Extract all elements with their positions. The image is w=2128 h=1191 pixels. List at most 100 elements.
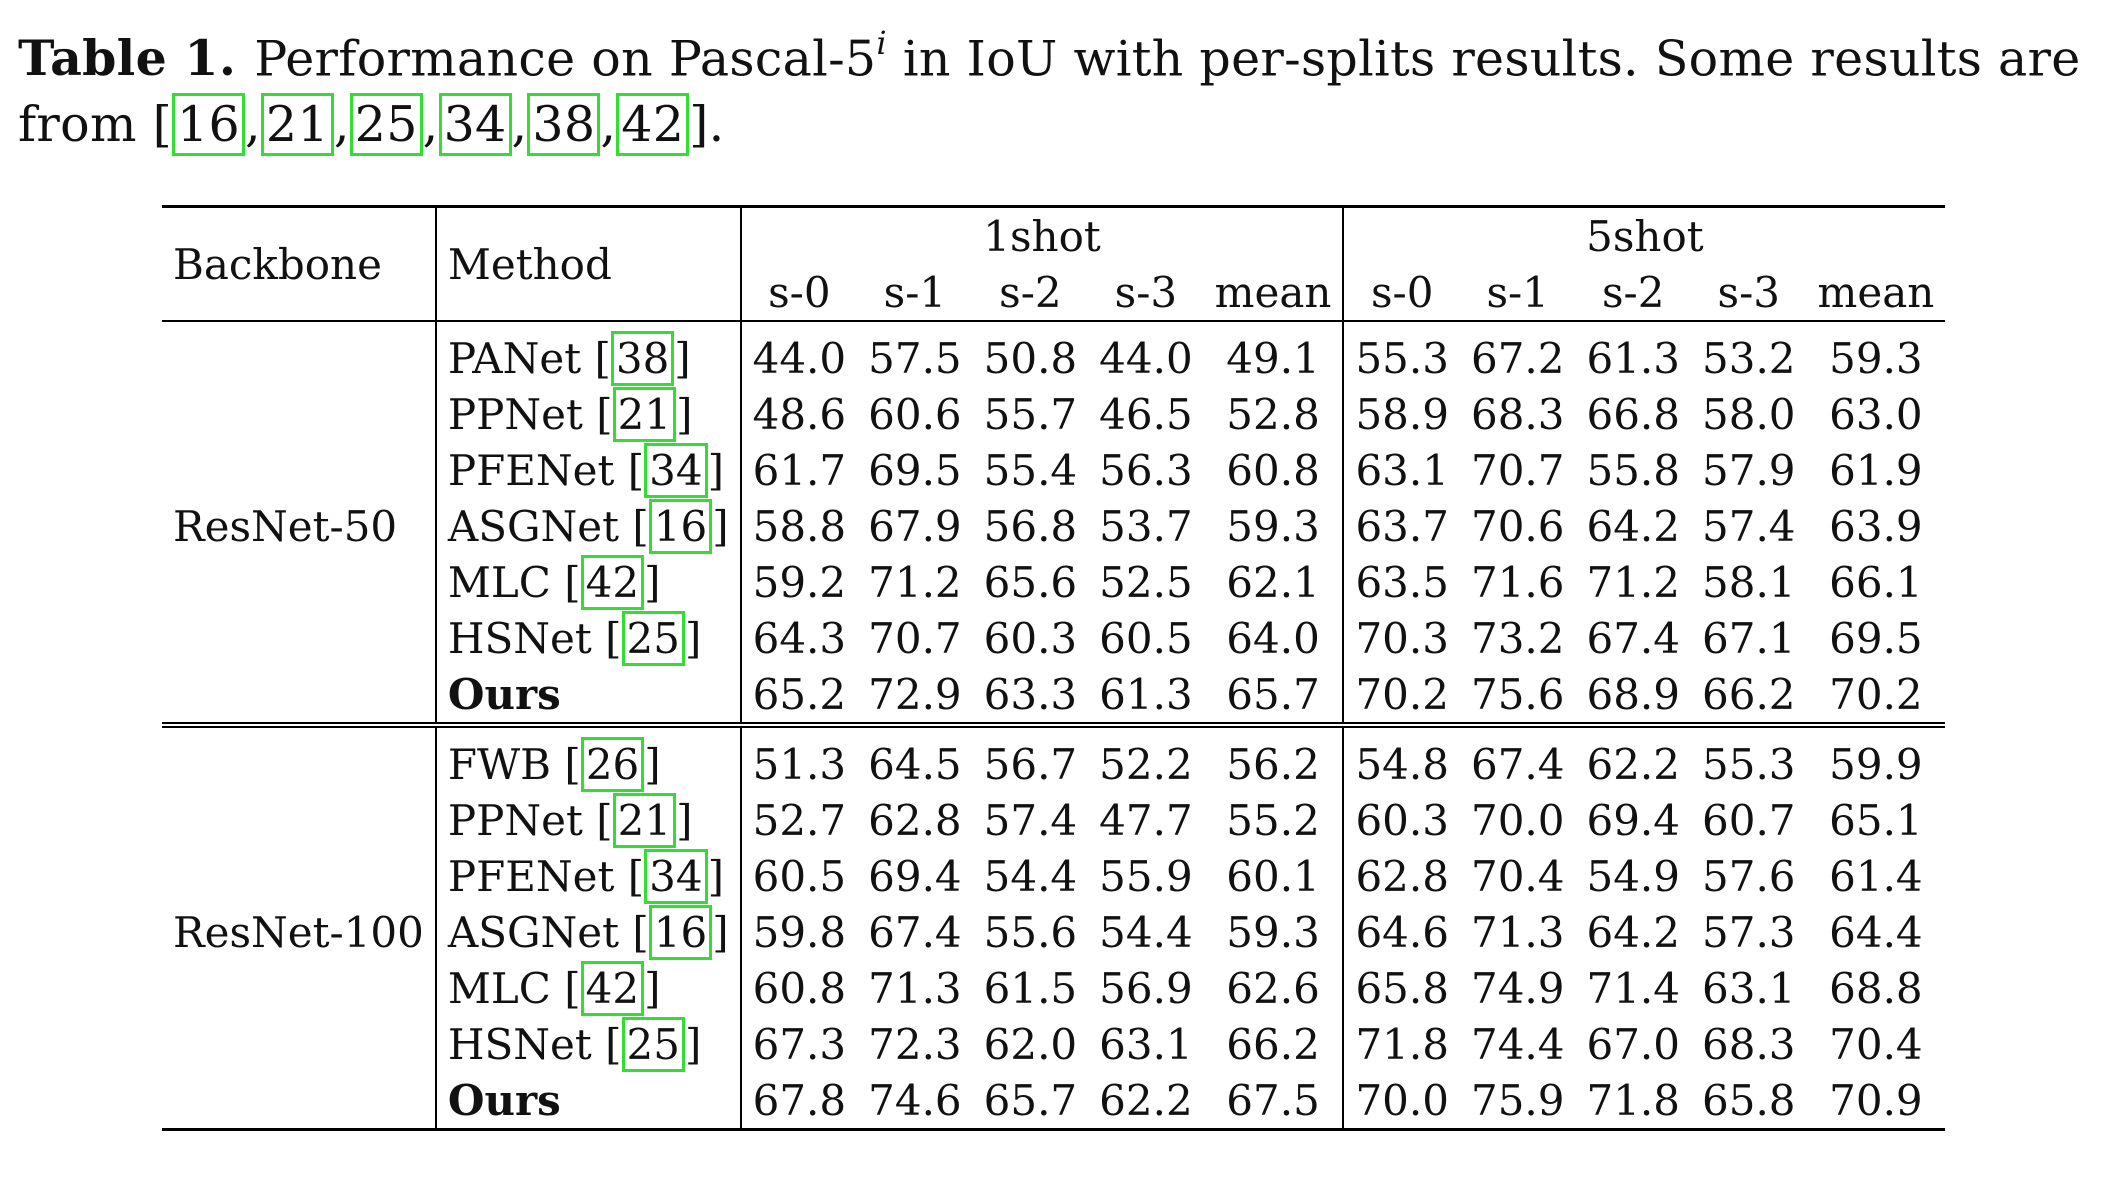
value-cell: 64.2 <box>1586 501 1680 551</box>
value-cell: 70.4 <box>1470 851 1565 901</box>
value-cell: 57.3 <box>1702 907 1796 957</box>
value-cell: 44.0 <box>752 333 847 383</box>
value-cell: 59.3 <box>1203 904 1345 960</box>
citation-link[interactable]: 38 <box>527 93 601 157</box>
header-method: Method <box>435 206 742 322</box>
value-cell: 61.3 <box>1586 333 1680 383</box>
caption-end: . <box>708 96 725 154</box>
value-cell: 67.5 <box>1203 1072 1345 1130</box>
method-cell: Ours <box>435 1072 742 1130</box>
method-cell: FWB [26] <box>435 725 742 792</box>
citation-link[interactable]: 16 <box>648 904 713 960</box>
citation-link[interactable]: 16 <box>172 93 245 157</box>
citation-link[interactable]: 34 <box>644 442 708 498</box>
table-row: Ours 67.8 74.6 65.7 62.2 67.5 70.0 75.9 71.8 65.8… <box>162 1072 1945 1130</box>
method-cell: HSNet [25] <box>435 1016 742 1072</box>
value-cell: 61.7 <box>752 445 847 495</box>
value-cell: 59.8 <box>752 907 847 957</box>
citation-link[interactable]: 42 <box>580 554 645 610</box>
value-cell: 70.4 <box>1829 1019 1923 1069</box>
value-cell: 70.0 <box>1470 795 1565 845</box>
value-cell: 65.7 <box>983 1075 1078 1125</box>
value-cell: 65.1 <box>1829 795 1923 845</box>
value-cell: 57.4 <box>983 795 1078 845</box>
value-cell: 72.3 <box>868 1019 962 1069</box>
value-cell: 59.2 <box>752 557 847 607</box>
table-caption: Table 1. Performance on Pascal-5i in IoU … <box>18 14 2108 158</box>
citation-link[interactable]: 21 <box>612 792 677 848</box>
citation-link[interactable]: 21 <box>612 386 677 442</box>
table-row: HSNet [25] 67.3 72.3 62.0 63.1 66.2 71.8 74.4 67… <box>162 1016 1945 1072</box>
citation-link[interactable]: 25 <box>621 610 685 666</box>
value-cell: 59.3 <box>1203 498 1345 554</box>
value-cell: 60.8 <box>1203 442 1345 498</box>
value-cell: 73.2 <box>1470 613 1565 663</box>
value-cell: 57.6 <box>1702 851 1796 901</box>
header-5shot: 5shot <box>1586 211 1704 261</box>
value-cell: 67.3 <box>752 1019 847 1069</box>
value-cell: 60.8 <box>752 963 847 1013</box>
value-cell: 60.1 <box>1203 848 1345 904</box>
value-cell: 60.3 <box>1355 795 1449 845</box>
value-cell: 50.8 <box>983 333 1078 383</box>
value-cell: 62.2 <box>1586 739 1680 789</box>
value-cell: 55.4 <box>983 445 1078 495</box>
value-cell: 55.2 <box>1203 792 1345 848</box>
value-cell: 70.0 <box>1355 1075 1449 1125</box>
citation-link[interactable]: 25 <box>621 1016 685 1072</box>
citation-link[interactable]: 34 <box>438 93 512 157</box>
value-cell: 74.6 <box>868 1075 962 1125</box>
value-cell: 69.4 <box>868 851 962 901</box>
value-cell: 62.8 <box>1355 851 1449 901</box>
value-cell: 70.6 <box>1470 501 1565 551</box>
citation-link[interactable]: 42 <box>580 960 645 1016</box>
value-cell: 67.2 <box>1470 333 1565 383</box>
value-cell: 56.2 <box>1203 725 1345 792</box>
value-cell: 71.4 <box>1586 963 1680 1013</box>
citation-link[interactable]: 25 <box>349 93 423 157</box>
table-row: MLC [42] 59.2 71.2 65.6 52.5 62.1 63.5 71.6 71.2… <box>162 554 1945 610</box>
value-cell: 64.3 <box>752 613 847 663</box>
value-cell: 64.2 <box>1586 907 1680 957</box>
value-cell: 69.5 <box>1829 613 1923 663</box>
value-cell: 54.9 <box>1586 851 1680 901</box>
value-cell: 67.4 <box>1470 739 1565 789</box>
value-cell: 52.8 <box>1203 386 1345 442</box>
value-cell: 63.7 <box>1355 501 1449 551</box>
method-cell: PFENet [34] <box>435 442 742 498</box>
value-cell: 71.2 <box>868 557 962 607</box>
method-cell: HSNet [25] <box>435 610 742 666</box>
results-table: Backbone Method 1shot 5shot s-0 s-1 s-2 s-3… <box>162 205 1946 1131</box>
table-row: PPNet [21] 48.6 60.6 55.7 46.5 52.8 58.9 68.3 66… <box>162 386 1945 442</box>
citation-link[interactable]: 26 <box>580 736 645 792</box>
header-split: s-3 <box>1691 264 1807 322</box>
value-cell: 70.2 <box>1806 666 1946 728</box>
value-cell: 60.7 <box>1702 795 1796 845</box>
value-cell: 53.7 <box>1099 501 1193 551</box>
header-split: mean <box>1203 264 1345 322</box>
value-cell: 55.7 <box>983 389 1078 439</box>
method-cell: PPNet [21] <box>435 792 742 848</box>
value-cell: 71.8 <box>1586 1075 1680 1125</box>
value-cell: 55.6 <box>983 907 1078 957</box>
citation-link[interactable]: 21 <box>260 93 334 157</box>
table-row: PFENet [34] 61.7 69.5 55.4 56.3 60.8 63.1 70.7 5… <box>162 442 1945 498</box>
method-cell: PFENet [34] <box>435 848 742 904</box>
table-row: ResNet-100 FWB [26] 51.3 64.5 56.7 52.2 56.2 54… <box>162 725 1945 1130</box>
value-cell: 49.1 <box>1203 321 1345 386</box>
caption-text-2: in IoU with per-splits results. Some res… <box>18 30 2081 154</box>
value-cell: 71.3 <box>1470 907 1565 957</box>
citation-link[interactable]: 16 <box>648 498 713 554</box>
value-cell: 55.3 <box>1355 333 1449 383</box>
table-row: Ours 65.2 72.9 63.3 61.3 65.7 70.2 75.6 68.9 66.2… <box>162 666 1946 728</box>
citation-link[interactable]: 42 <box>616 93 690 157</box>
citation-link[interactable]: 34 <box>644 848 708 904</box>
value-cell: 51.3 <box>752 739 847 789</box>
citation-link[interactable]: 38 <box>610 330 675 386</box>
value-cell: 74.9 <box>1470 963 1565 1013</box>
value-cell: 55.9 <box>1099 851 1193 901</box>
method-cell: ASGNet [16] <box>435 904 742 960</box>
header-split: mean <box>1806 264 1946 322</box>
value-cell: 70.7 <box>1470 445 1565 495</box>
value-cell: 58.0 <box>1702 389 1796 439</box>
